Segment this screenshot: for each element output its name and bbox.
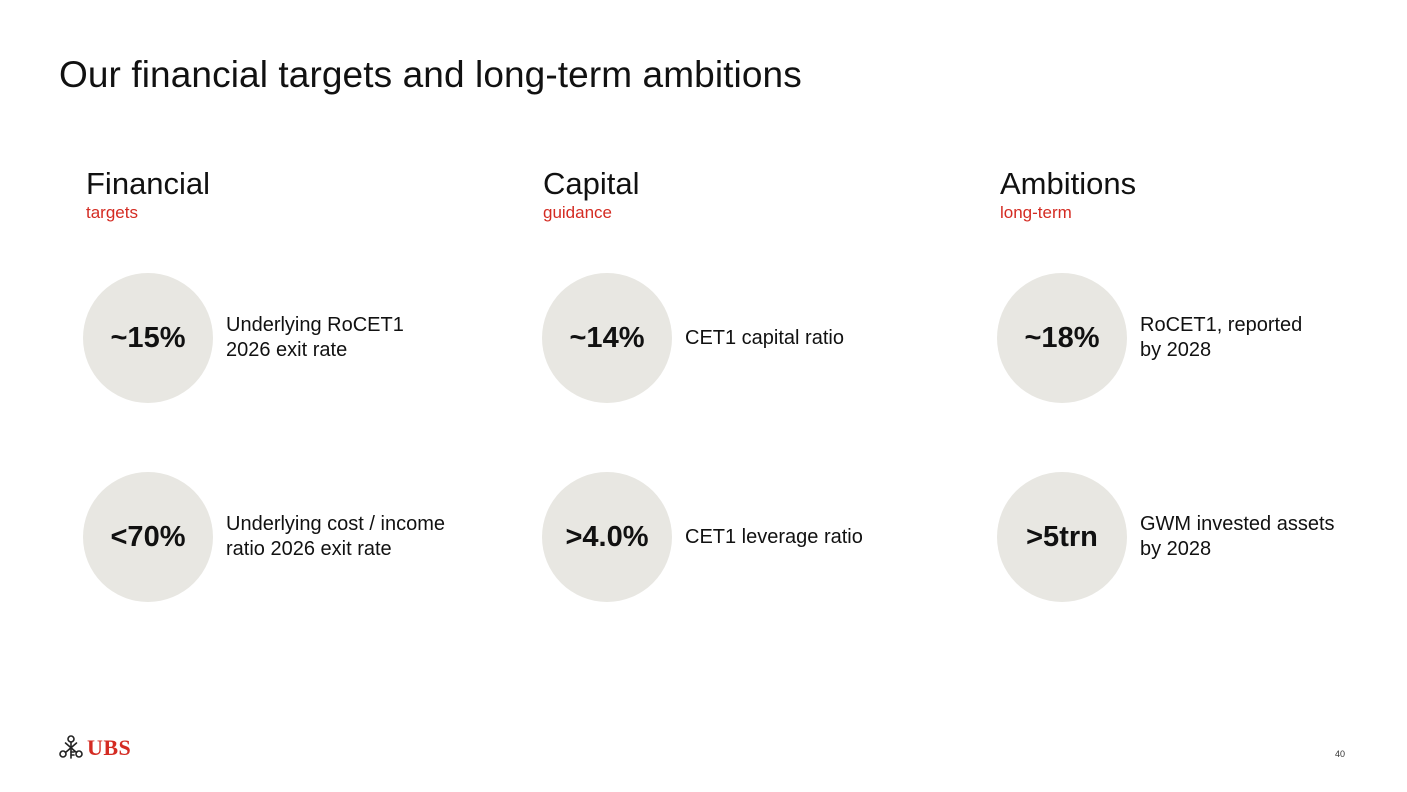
metric-bubble: ~15% <box>83 273 213 403</box>
metric-label: Underlying RoCET1 2026 exit rate <box>226 314 404 361</box>
metric-value: <70% <box>110 520 186 553</box>
metric-value: ~15% <box>110 321 186 354</box>
metric-cet1-leverage-ratio: >4.0% CET1 leverage ratio <box>542 472 925 602</box>
metric-bubble: ~14% <box>542 273 672 403</box>
metric-value: ~14% <box>569 321 645 354</box>
column-heading: Financial <box>86 166 211 201</box>
metric-label: Underlying cost / income ratio 2026 exit… <box>226 513 445 560</box>
metric-value: ~18% <box>1024 321 1100 354</box>
metric-label: RoCET1, reported by 2028 <box>1140 314 1303 361</box>
ubs-wordmark: UBS <box>87 735 132 760</box>
metric-rocet1-ambition: ~18% RoCET1, reported by 2028 <box>997 273 1380 403</box>
metric-rocet1-target: ~15% Underlying RoCET1 2026 exit rate <box>83 273 466 403</box>
metric-gwm-invested-assets: >5trn GWM invested assets by 2028 <box>997 472 1380 602</box>
metric-cost-income-target: <70% Underlying cost / income ratio 2026… <box>83 472 466 602</box>
column-header-financial: Financial targets <box>86 166 210 224</box>
column-header-capital: Capital guidance <box>543 166 640 224</box>
ubs-logo: UBS <box>58 734 131 762</box>
page-title: Our financial targets and long-term ambi… <box>59 54 802 95</box>
metric-value: >4.0% <box>565 520 649 553</box>
metric-value: >5trn <box>1026 520 1098 553</box>
metric-label: CET1 leverage ratio <box>685 525 863 548</box>
column-heading: Ambitions <box>1000 166 1137 201</box>
metric-bubble: ~18% <box>997 273 1127 403</box>
column-header-ambitions: Ambitions long-term <box>1000 166 1136 224</box>
metric-label: GWM invested assets by 2028 <box>1140 513 1335 560</box>
page-number: 40 <box>1335 749 1346 759</box>
metric-bubble: >5trn <box>997 472 1127 602</box>
column-subheading: long-term <box>1000 203 1072 222</box>
metric-bubble: <70% <box>83 472 213 602</box>
metric-bubble: >4.0% <box>542 472 672 602</box>
column-subheading: guidance <box>543 203 613 222</box>
ubs-keys-icon <box>59 735 83 759</box>
metric-cet1-capital-ratio: ~14% CET1 capital ratio <box>542 273 925 403</box>
column-heading: Capital <box>543 166 640 201</box>
metric-label: CET1 capital ratio <box>685 326 844 349</box>
column-subheading: targets <box>86 203 138 222</box>
